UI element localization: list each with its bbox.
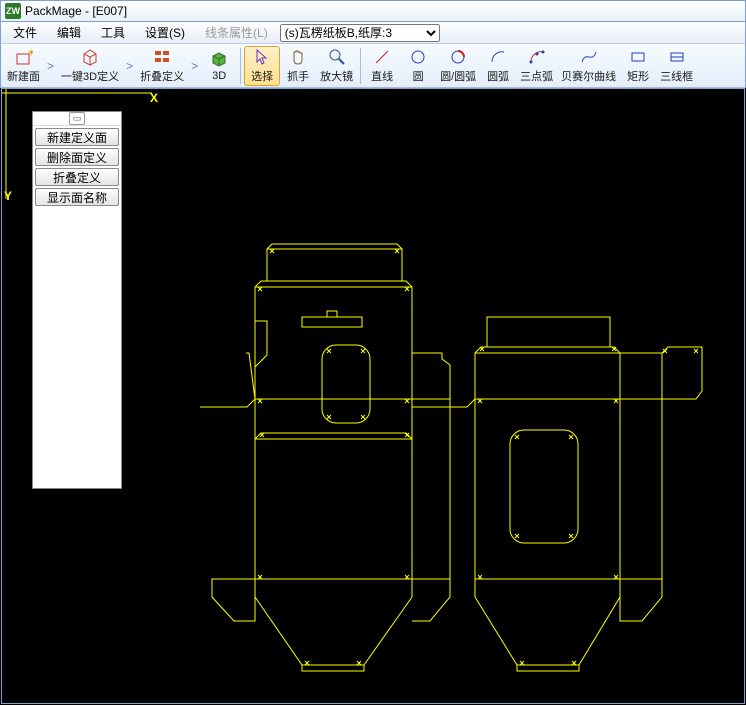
bezier-icon	[579, 47, 599, 67]
new-face-label: 新建面	[7, 68, 40, 84]
select-button[interactable]: 选择	[244, 46, 280, 86]
menu-tool[interactable]: 工具	[91, 22, 135, 43]
fold-def-panel-button[interactable]: 折叠定义	[35, 168, 119, 186]
three-pt-arc-button[interactable]: 三点弧	[516, 46, 557, 86]
svg-text:✶: ✶	[27, 48, 33, 59]
threeD-label: 3D	[212, 70, 226, 82]
arc-circle-label: 圆/圆弧	[440, 68, 476, 84]
delete-face-def-button[interactable]: 删除面定义	[35, 148, 119, 166]
fold-def-button[interactable]: 折叠定义	[136, 46, 188, 86]
toolbar: ✶ 新建面 > 一键3D定义 > 折叠定义 > 3D 选择 抓手 放大镜 直线 …	[0, 44, 746, 88]
title-bar: ZW PackMage - [E007]	[0, 0, 746, 22]
three-pt-arc-label: 三点弧	[520, 68, 553, 84]
fold-def-label: 折叠定义	[140, 68, 184, 84]
arc-circle-icon	[448, 47, 468, 67]
rect-label: 矩形	[627, 68, 649, 84]
new-face-button[interactable]: ✶ 新建面	[3, 46, 44, 86]
hand-icon	[288, 47, 308, 67]
three-pt-arc-icon	[527, 47, 547, 67]
circle-button[interactable]: 圆	[400, 46, 436, 86]
select-icon	[252, 47, 272, 67]
arrow-sep: >	[44, 59, 57, 73]
menu-edit[interactable]: 编辑	[47, 22, 91, 43]
material-select[interactable]: (s)瓦楞纸板B,纸厚:3	[280, 24, 440, 42]
new-face-icon: ✶	[14, 47, 34, 67]
arc-label: 圆弧	[487, 68, 509, 84]
def3d-icon	[80, 47, 100, 67]
panel-filler	[33, 208, 121, 488]
toolbar-separator	[240, 48, 241, 84]
window-title: PackMage - [E007]	[25, 4, 127, 18]
new-def-face-button[interactable]: 新建定义面	[35, 128, 119, 146]
menu-file[interactable]: 文件	[3, 22, 47, 43]
threewire-button[interactable]: 三线框	[656, 46, 697, 86]
line-button[interactable]: 直线	[364, 46, 400, 86]
menu-bar: 文件 编辑 工具 设置(S) 线条属性(L) (s)瓦楞纸板B,纸厚:3	[0, 22, 746, 44]
circle-label: 圆	[413, 68, 424, 84]
zoom-button[interactable]: 放大镜	[316, 46, 357, 86]
zoom-icon	[327, 47, 347, 67]
side-panel: ▭ 新建定义面 删除面定义 折叠定义 显示面名称	[32, 111, 122, 489]
bezier-label: 贝赛尔曲线	[561, 68, 616, 84]
menu-line-attr: 线条属性(L)	[195, 22, 278, 43]
app-icon: ZW	[5, 3, 21, 19]
threewire-label: 三线框	[660, 68, 693, 84]
bezier-button[interactable]: 贝赛尔曲线	[557, 46, 620, 86]
hand-button[interactable]: 抓手	[280, 46, 316, 86]
cad-canvas[interactable]: X Y ▭ 新建定义面 删除面定义 折叠定义 显示面名称	[1, 88, 745, 704]
arc-button[interactable]: 圆弧	[480, 46, 516, 86]
hand-label: 抓手	[287, 68, 309, 84]
arrow-sep: >	[188, 59, 201, 73]
rect-icon	[628, 47, 648, 67]
show-face-name-button[interactable]: 显示面名称	[35, 188, 119, 206]
def3d-label: 一键3D定义	[61, 68, 119, 84]
threewire-icon	[667, 47, 687, 67]
menu-settings[interactable]: 设置(S)	[135, 22, 195, 43]
line-icon	[372, 47, 392, 67]
arc-icon	[488, 47, 508, 67]
select-label: 选择	[251, 68, 273, 84]
def3d-button[interactable]: 一键3D定义	[57, 46, 123, 86]
threeD-button[interactable]: 3D	[201, 46, 237, 86]
circle-icon	[408, 47, 428, 67]
panel-collapse-button[interactable]: ▭	[33, 112, 121, 126]
zoom-label: 放大镜	[320, 68, 353, 84]
arc-circle-button[interactable]: 圆/圆弧	[436, 46, 480, 86]
toolbar-separator	[360, 48, 361, 84]
rect-button[interactable]: 矩形	[620, 46, 656, 86]
fold-def-icon	[152, 47, 172, 67]
line-label: 直线	[371, 68, 393, 84]
arrow-sep: >	[123, 59, 136, 73]
threeD-icon	[209, 49, 229, 69]
